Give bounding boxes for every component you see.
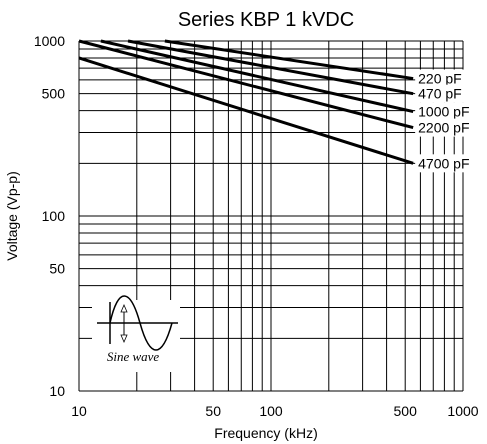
y-tick-label: 1000 <box>34 33 65 49</box>
series-label: 220 pF <box>418 71 462 87</box>
sine-wave-inset: Sine wave <box>92 295 180 372</box>
y-axis-label: Voltage (Vp-p) <box>4 171 20 261</box>
inset-arrow-head-down <box>120 334 128 344</box>
series-label-bg <box>415 69 474 88</box>
x-tick-label: 10 <box>71 403 87 419</box>
inset-sine-curve <box>109 295 173 351</box>
series-line <box>164 39 414 81</box>
series-label: 2200 pF <box>418 120 469 136</box>
y-tick-label: 100 <box>42 208 66 224</box>
series-line <box>127 39 414 96</box>
series-line <box>78 39 414 130</box>
x-tick-label: 100 <box>259 403 283 419</box>
series-line <box>78 56 414 165</box>
series-label-bg <box>415 154 474 173</box>
series-label: 1000 pF <box>418 104 469 120</box>
y-tick-label: 10 <box>49 383 65 399</box>
series-label: 4700 pF <box>418 155 469 171</box>
x-tick-label: 1000 <box>447 403 478 419</box>
series-label-bg <box>415 84 474 103</box>
inset-label: Sine wave <box>107 349 160 364</box>
series-label: 470 pF <box>418 86 462 102</box>
x-axis-label: Frequency (kHz) <box>214 425 317 441</box>
x-tick-label: 50 <box>205 403 221 419</box>
chart-title: Series KBP 1 kVDC <box>178 9 354 31</box>
series-line <box>100 39 414 114</box>
x-tick-label: 500 <box>394 403 418 419</box>
y-tick-label: 500 <box>42 86 66 102</box>
series-lines <box>78 39 414 165</box>
y-tick-label: 50 <box>49 261 65 277</box>
tick-labels: 10 50 100 500 1000 10 50 100 500 1000 <box>34 33 479 419</box>
series-label-bg <box>415 102 474 121</box>
series-label-bg <box>415 118 474 137</box>
inset-arrow-head-up <box>120 303 128 313</box>
